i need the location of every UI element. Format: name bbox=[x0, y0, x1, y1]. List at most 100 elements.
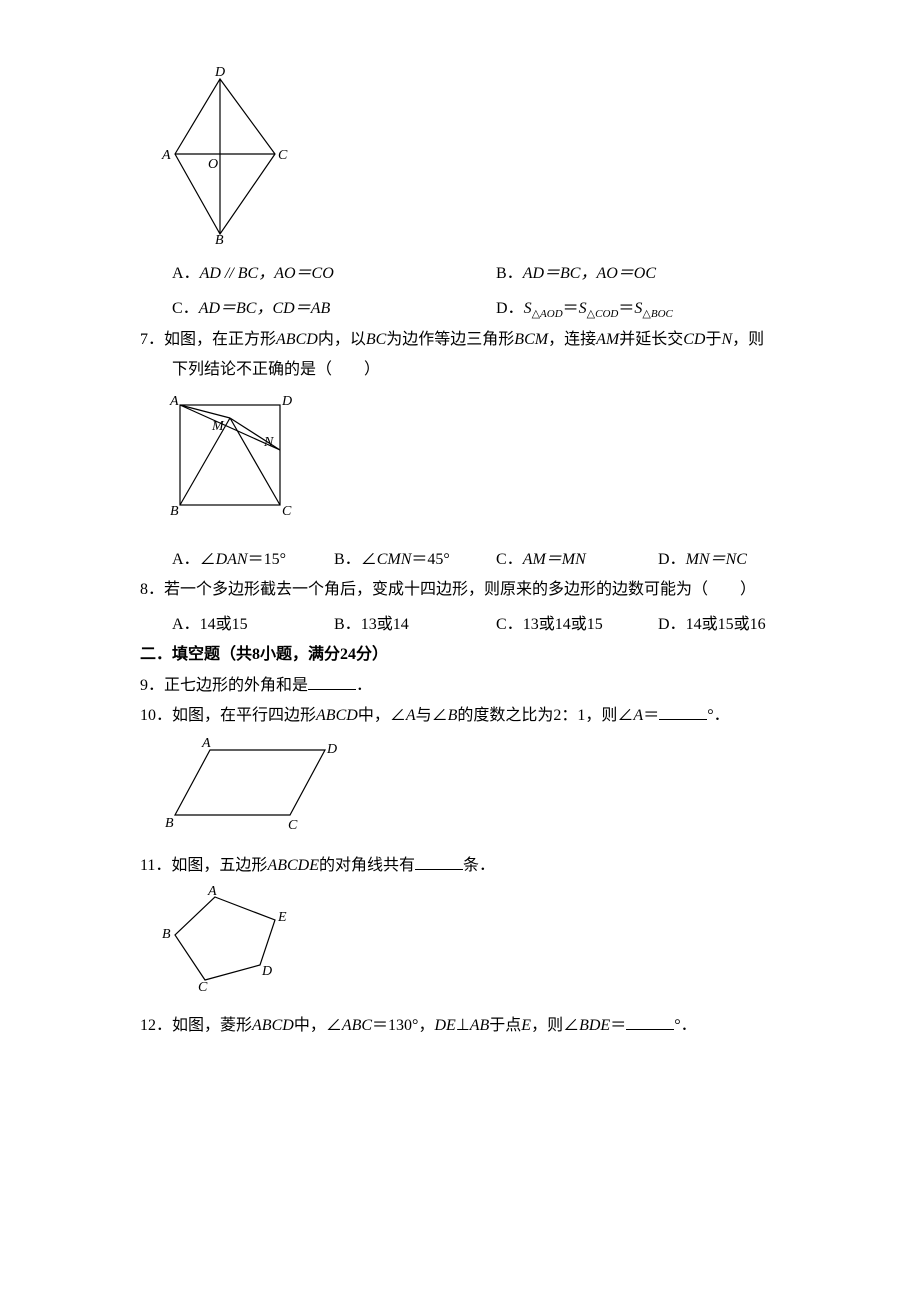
t: 为边作等边三角形 bbox=[386, 331, 514, 348]
q7-options: A．∠DAN＝15° B．∠CMN＝45° C．AM＝MN D．MN＝NC bbox=[140, 545, 820, 575]
q12-stem: 12．如图，菱形ABCD中，∠ABC＝130°，DE⊥AB于点E，则∠BDE＝°… bbox=[140, 1011, 820, 1041]
t: A bbox=[406, 707, 416, 724]
opt-text: AD // BC，AO＝CO bbox=[200, 265, 334, 282]
t: 的对角线共有 bbox=[319, 857, 415, 874]
t: BDE bbox=[579, 1017, 610, 1034]
p: A． bbox=[172, 551, 200, 568]
q6-option-B: B．AD＝BC，AO＝OC bbox=[496, 259, 820, 289]
blank bbox=[659, 703, 707, 720]
label-D: D bbox=[281, 394, 292, 409]
t: ，连接 bbox=[548, 331, 596, 348]
t: ABCD bbox=[316, 707, 358, 724]
blank bbox=[308, 673, 356, 690]
q11-diagram-svg: A E D C B bbox=[160, 885, 300, 995]
opt-text: S△AOD＝S△COD＝S△BOC bbox=[524, 300, 673, 317]
t: ，则∠ bbox=[531, 1017, 579, 1034]
t: 14或15 bbox=[200, 616, 248, 633]
q7-option-D: D．MN＝NC bbox=[658, 545, 820, 575]
q6-options-row2: C．AD＝BC，CD＝AB D．S△AOD＝S△COD＝S△BOC bbox=[140, 294, 820, 325]
label-E: E bbox=[277, 910, 287, 925]
label-O: O bbox=[208, 157, 218, 172]
q8-num: 8． bbox=[140, 581, 164, 598]
q7-diagram-svg: A D B C M N bbox=[160, 390, 300, 530]
q10-diagram-svg: A D B C bbox=[160, 735, 340, 835]
p: D． bbox=[658, 616, 686, 633]
t: AM bbox=[596, 331, 619, 348]
label-A: A bbox=[207, 885, 217, 899]
t: ． bbox=[356, 677, 372, 694]
q9-num: 9． bbox=[140, 677, 164, 694]
p: C． bbox=[496, 616, 523, 633]
exam-page: A D C B O A．AD // BC，AO＝CO B．AD＝BC，AO＝OC… bbox=[0, 0, 920, 1101]
t: CD bbox=[683, 331, 705, 348]
q6-diagram-svg: A D C B O bbox=[160, 64, 300, 244]
t: ABCD bbox=[276, 331, 318, 348]
t: 中，∠ bbox=[358, 707, 406, 724]
label-D: D bbox=[214, 65, 225, 80]
t: ＝ bbox=[610, 1017, 626, 1034]
q12-num: 12． bbox=[140, 1017, 172, 1034]
q6-options-row1: A．AD // BC，AO＝CO B．AD＝BC，AO＝OC bbox=[140, 259, 820, 289]
label-A: A bbox=[169, 394, 179, 409]
label-C: C bbox=[288, 818, 298, 833]
q6-option-C: C．AD＝BC，CD＝AB bbox=[172, 294, 496, 325]
t: 14或15或16 bbox=[686, 616, 766, 633]
opt-prefix: A． bbox=[172, 265, 200, 282]
p: D． bbox=[658, 551, 686, 568]
q8-option-B: B．13或14 bbox=[334, 610, 496, 640]
label-B: B bbox=[165, 816, 174, 831]
t: 如图，五边形 bbox=[171, 857, 267, 874]
t: ∠DAN＝15° bbox=[200, 551, 286, 568]
q8-option-D: D．14或15或16 bbox=[658, 610, 820, 640]
t: ＝130°， bbox=[372, 1017, 434, 1034]
t: 条． bbox=[463, 857, 495, 874]
t: ，则 bbox=[732, 331, 764, 348]
blank bbox=[415, 853, 463, 870]
q7-num: 7． bbox=[140, 331, 164, 348]
q6-option-A: A．AD // BC，AO＝CO bbox=[172, 259, 496, 289]
t: BCM bbox=[514, 331, 548, 348]
t: N bbox=[721, 331, 732, 348]
opt-text: AD＝BC，AO＝OC bbox=[523, 265, 656, 282]
t: E bbox=[521, 1017, 531, 1034]
q8-option-A: A．14或15 bbox=[172, 610, 334, 640]
opt-prefix: C． bbox=[172, 300, 199, 317]
t: °． bbox=[707, 707, 729, 724]
q7-figure: A D B C M N bbox=[160, 390, 820, 541]
label-B: B bbox=[162, 927, 171, 942]
label-B: B bbox=[215, 233, 224, 244]
q11-stem: 11．如图，五边形ABCDE的对角线共有条． bbox=[140, 851, 820, 881]
q10-figure: A D B C bbox=[160, 735, 820, 846]
opt-prefix: D． bbox=[496, 300, 524, 317]
t: 13或14 bbox=[361, 616, 409, 633]
q7-stem-line2: 下列结论不正确的是（ ） bbox=[140, 355, 820, 385]
t: 与∠ bbox=[416, 707, 448, 724]
p: B． bbox=[334, 616, 361, 633]
t: MN＝NC bbox=[686, 551, 747, 568]
q6-figure: A D C B O bbox=[160, 64, 820, 255]
label-D: D bbox=[326, 742, 337, 757]
t: DE bbox=[434, 1017, 455, 1034]
blank bbox=[626, 1013, 674, 1030]
label-M: M bbox=[211, 419, 225, 434]
q7-option-A: A．∠DAN＝15° bbox=[172, 545, 334, 575]
t: 并延长交 bbox=[619, 331, 683, 348]
t: B bbox=[448, 707, 458, 724]
t: 中，∠ bbox=[294, 1017, 342, 1034]
label-B: B bbox=[170, 504, 179, 519]
opt-text: AD＝BC，CD＝AB bbox=[199, 300, 331, 317]
q9-stem: 9．正七边形的外角和是． bbox=[140, 671, 820, 701]
q8-option-C: C．13或14或15 bbox=[496, 610, 658, 640]
q8-text: 若一个多边形截去一个角后，变成十四边形，则原来的多边形的边数可能为（ ） bbox=[164, 581, 756, 598]
q10-stem: 10．如图，在平行四边形ABCD中，∠A与∠B的度数之比为2：1，则∠A＝°． bbox=[140, 701, 820, 731]
p: B． bbox=[334, 551, 361, 568]
t: AB bbox=[470, 1017, 490, 1034]
t: ABCD bbox=[252, 1017, 294, 1034]
opt-prefix: B． bbox=[496, 265, 523, 282]
q8-options: A．14或15 B．13或14 C．13或14或15 D．14或15或16 bbox=[140, 610, 820, 640]
label-A: A bbox=[201, 736, 211, 751]
t: 如图，在正方形 bbox=[164, 331, 276, 348]
q7-option-B: B．∠CMN＝45° bbox=[334, 545, 496, 575]
q7-option-C: C．AM＝MN bbox=[496, 545, 658, 575]
q8-stem: 8．若一个多边形截去一个角后，变成十四边形，则原来的多边形的边数可能为（ ） bbox=[140, 575, 820, 605]
